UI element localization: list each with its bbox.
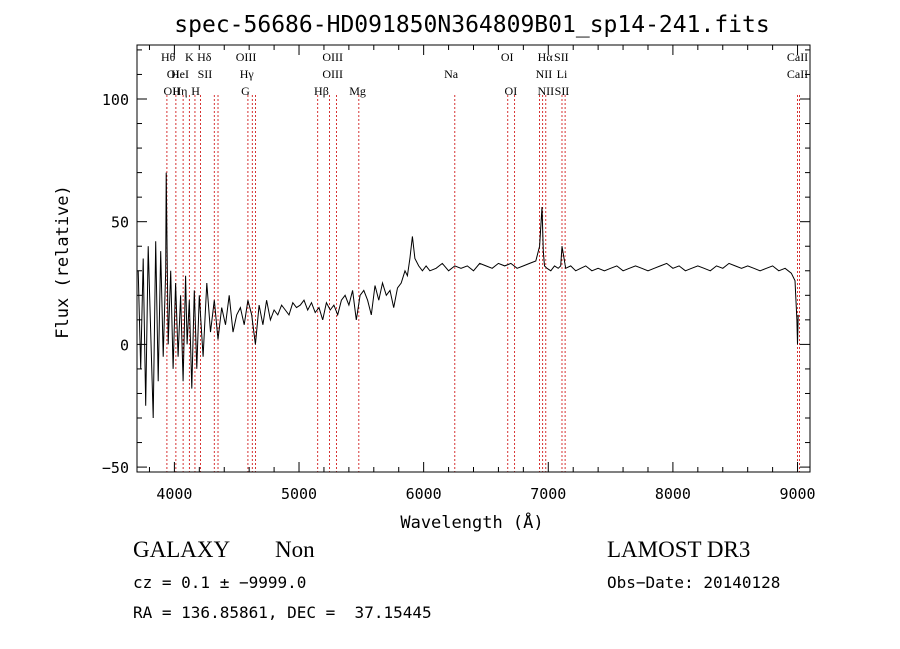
marker-label: Hα bbox=[538, 50, 554, 64]
y-tick-label: 100 bbox=[102, 91, 129, 109]
marker-label: OIII bbox=[322, 67, 343, 81]
x-axis-label: Wavelength (Å) bbox=[400, 511, 543, 533]
subclass-label: Non bbox=[275, 537, 315, 562]
marker-label: Hβ bbox=[314, 84, 329, 98]
marker-label: Hγ bbox=[240, 67, 255, 81]
marker-label: Hδ bbox=[197, 50, 212, 64]
marker-label: Li bbox=[557, 67, 568, 81]
marker-label: Na bbox=[444, 67, 459, 81]
marker-label: OI bbox=[167, 67, 180, 81]
marker-label: CaII bbox=[787, 50, 808, 64]
class-label: GALAXY bbox=[133, 537, 231, 562]
obs-date: Obs−Date: 20140128 bbox=[607, 573, 781, 592]
marker-label: G bbox=[241, 84, 250, 98]
marker-label: HeI bbox=[171, 67, 189, 81]
marker-label: H bbox=[191, 84, 200, 98]
y-tick-label: 50 bbox=[111, 214, 129, 232]
spectrum-line bbox=[137, 172, 799, 419]
survey-label: LAMOST DR3 bbox=[607, 537, 751, 562]
marker-label: K bbox=[185, 50, 194, 64]
spectral-line-labels: Hθ OI OII HeI Hη K H Hδ SII OIII Hγ G OIII OIII Hβ Mg Na… bbox=[161, 50, 808, 98]
x-tick-label: 8000 bbox=[655, 485, 691, 503]
marker-label: Mg bbox=[349, 84, 366, 98]
marker-label: OI bbox=[505, 84, 518, 98]
y-axis-ticks: −50 0 50 100 bbox=[102, 49, 810, 477]
x-tick-label: 7000 bbox=[530, 485, 566, 503]
coords-line: RA = 136.85861, DEC = 37.15445 bbox=[133, 603, 432, 622]
spectral-line-markers bbox=[166, 95, 800, 472]
y-tick-label: −50 bbox=[102, 459, 129, 477]
chart-title: spec-56686-HD091850N364809B01_sp14-241.f… bbox=[174, 12, 769, 38]
marker-label: CaII bbox=[787, 67, 808, 81]
marker-label: NII bbox=[536, 67, 553, 81]
marker-label: SII bbox=[198, 67, 213, 81]
x-tick-label: 4000 bbox=[156, 485, 192, 503]
marker-label: NII bbox=[537, 84, 554, 98]
plot-frame bbox=[136, 44, 811, 473]
marker-label: OI bbox=[501, 50, 514, 64]
cz-line: cz = 0.1 ± −9999.0 bbox=[133, 573, 307, 592]
x-tick-label: 9000 bbox=[779, 485, 815, 503]
marker-label: OIII bbox=[236, 50, 257, 64]
x-axis-ticks: 4000 5000 6000 7000 8000 9000 bbox=[148, 45, 816, 503]
marker-label: Hθ bbox=[161, 50, 176, 64]
marker-label: Hη bbox=[173, 84, 188, 98]
marker-label: OIII bbox=[322, 50, 343, 64]
marker-label: OII bbox=[164, 84, 181, 98]
marker-label: SII bbox=[554, 50, 569, 64]
y-tick-label: 0 bbox=[120, 336, 129, 354]
marker-label: SII bbox=[555, 84, 570, 98]
x-tick-label: 5000 bbox=[281, 485, 317, 503]
x-tick-label: 6000 bbox=[406, 485, 442, 503]
y-axis-label: Flux (relative) bbox=[53, 185, 73, 339]
